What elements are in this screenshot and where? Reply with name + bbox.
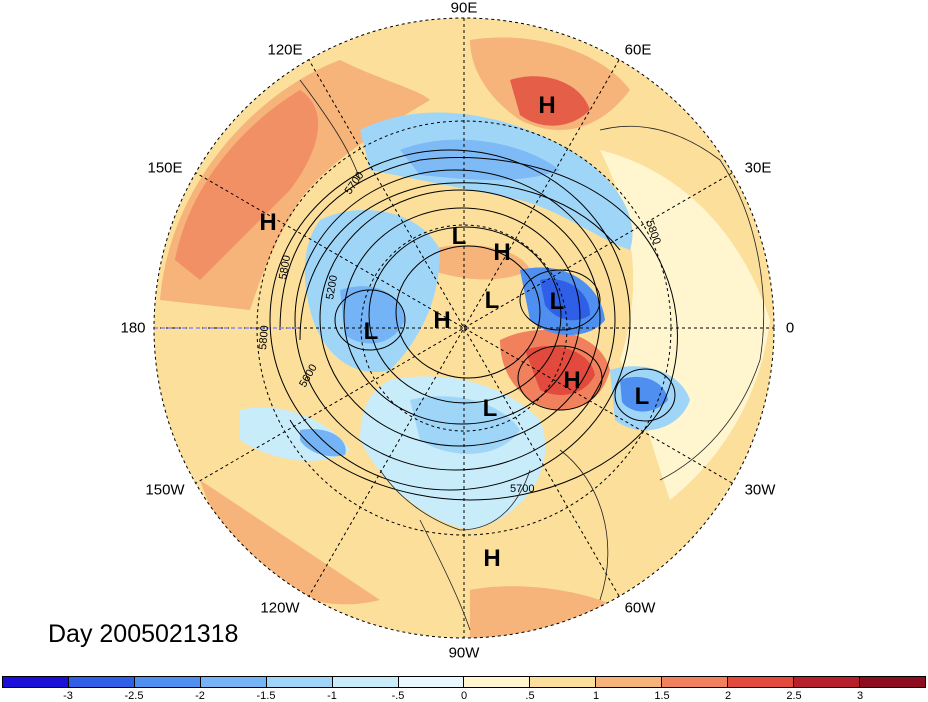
colorbar	[2, 676, 926, 688]
lon-label-60w: 60W	[624, 599, 656, 617]
colorbar-swatch	[134, 677, 201, 687]
high-pole-west: H	[433, 307, 450, 334]
lon-label-0: 0	[785, 319, 795, 337]
colorbar-swatch	[596, 677, 663, 687]
colorbar-swatch	[728, 677, 795, 687]
colorbar-tick: -1.5	[256, 690, 276, 702]
lon-label-150w: 150W	[145, 481, 185, 499]
colorbar-swatch	[200, 677, 267, 687]
colorbar-tick-labels: -3 -2.5 -2 -1.5 -1 -.5 0 .5 1 1.5 2 2.5 3	[2, 690, 926, 702]
lon-label-90w: 90W	[448, 644, 480, 662]
lon-label-120w: 120W	[260, 599, 300, 617]
colorbar-tick: 3	[856, 690, 864, 702]
lon-label-30e: 30E	[744, 159, 772, 177]
high-pacific: H	[259, 209, 276, 236]
low-east-atlantic: L	[635, 383, 650, 410]
colorbar-tick: -3	[63, 690, 73, 702]
colorbar-tick: 0	[460, 690, 468, 702]
colorbar-swatch	[464, 677, 531, 687]
lon-label-90e: 90E	[450, 0, 478, 17]
low-north-central: L	[452, 223, 467, 250]
coastlines	[299, 79, 764, 631]
lon-label-30w: 30W	[744, 481, 776, 499]
colorbar-swatch	[859, 677, 925, 687]
height-contours	[269, 149, 678, 501]
colorbar-swatch	[794, 677, 860, 687]
lon-label-150e: 150E	[147, 159, 183, 177]
colorbar-swatch	[530, 677, 597, 687]
colorbar-swatch	[266, 677, 333, 687]
contour-label: 5800	[277, 254, 293, 280]
contour-label: 5700	[510, 483, 534, 495]
contour-label: 5200	[324, 274, 340, 300]
low-pole: L	[485, 287, 500, 314]
high-north-atlantic: H	[563, 367, 580, 394]
lon-label-180: 180	[120, 319, 146, 337]
colorbar-tick: .5	[525, 690, 535, 702]
colorbar-tick: -1	[327, 690, 337, 702]
pressure-center-labels: H L H L H L L H L L H H	[259, 92, 649, 572]
colorbar-tick: 1.5	[654, 690, 670, 702]
high-north-central: H	[493, 239, 510, 266]
colorbar-swatch	[332, 677, 399, 687]
low-labrador: L	[483, 395, 498, 422]
colorbar-tick: 2.5	[786, 690, 802, 702]
map-title: Day 2005021318	[48, 620, 239, 648]
colorbar-swatch	[398, 677, 465, 687]
high-gulf: H	[483, 545, 500, 572]
graticule	[154, 18, 774, 638]
lon-label-120e: 120E	[267, 41, 303, 59]
lon-label-60e: 60E	[624, 41, 652, 59]
anomaly-field	[154, 18, 774, 638]
colorbar-tick: -2.5	[124, 690, 144, 702]
colorbar-tick: -2	[195, 690, 205, 702]
map-boundary	[153, 17, 775, 639]
colorbar-swatch	[68, 677, 135, 687]
colorbar-tick: -.5	[391, 690, 405, 702]
colorbar-tick: 2	[724, 690, 732, 702]
contour-label: 5800	[257, 325, 271, 350]
high-siberia: H	[538, 92, 555, 119]
colorbar-swatch	[3, 677, 69, 687]
colorbar-tick: 1	[592, 690, 600, 702]
low-west: L	[364, 318, 379, 345]
low-scandinavia: L	[550, 288, 565, 315]
colorbar-swatch	[662, 677, 729, 687]
